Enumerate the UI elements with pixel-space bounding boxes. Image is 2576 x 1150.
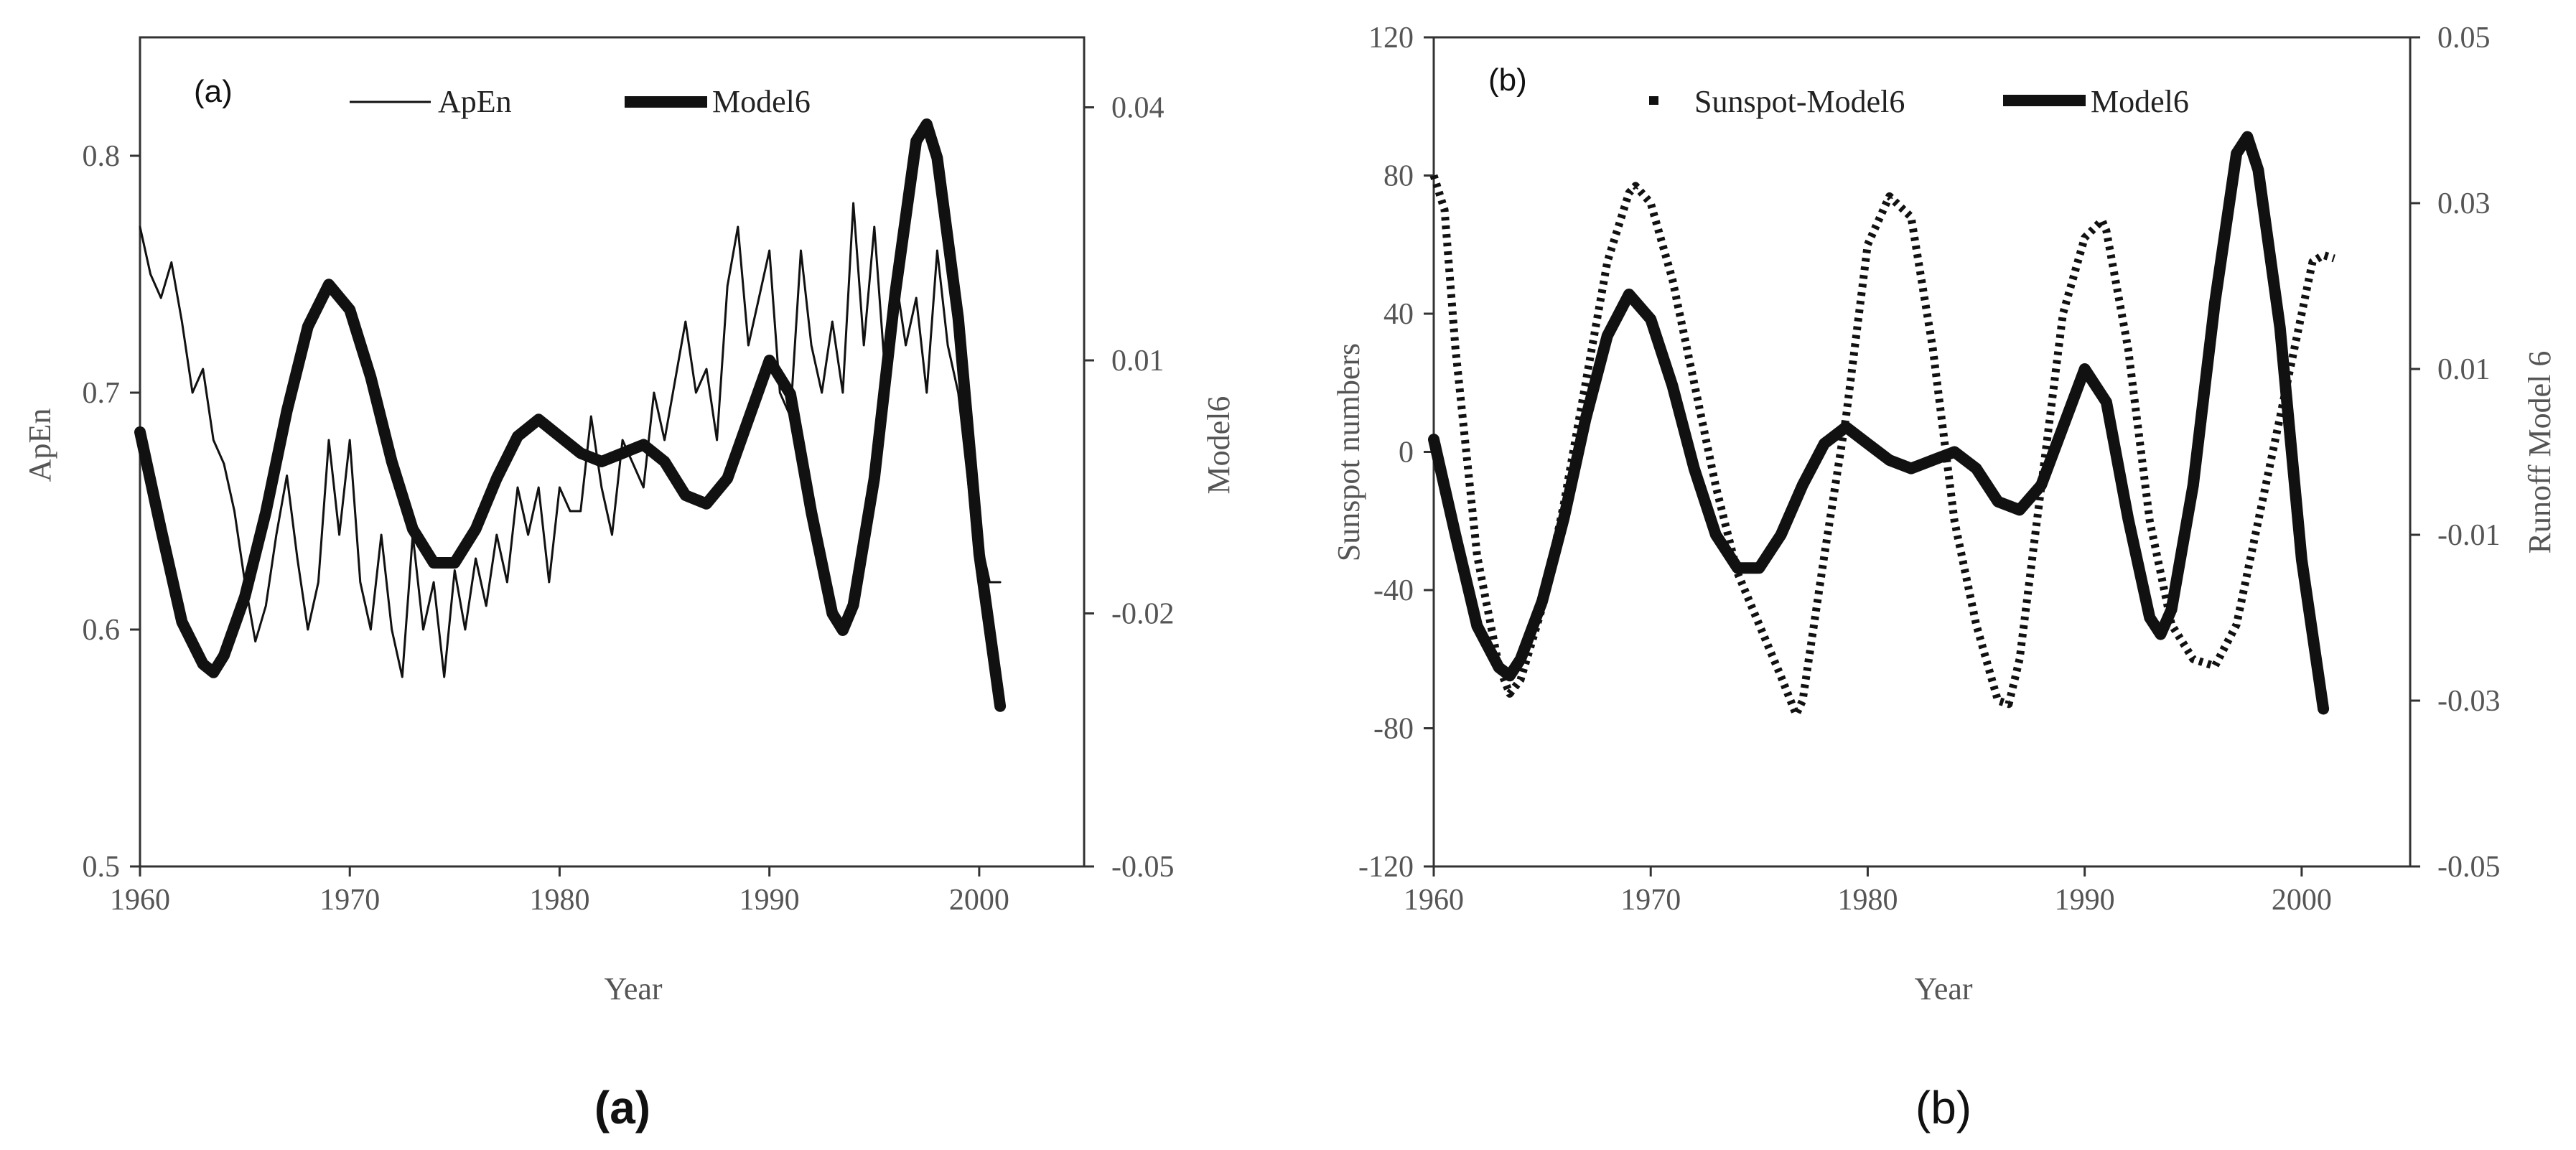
panel-b-caption: (b): [1915, 1082, 1971, 1133]
panel-b-xtick-label-4: 2000: [2272, 884, 2332, 917]
panel-b-ytick-label-6: 120: [1368, 22, 1414, 55]
panel-b-xtick-label-3: 1990: [2055, 884, 2115, 917]
panel-a-xtick-label-1: 1970: [319, 884, 380, 917]
panel-b-ytick-label-4: 40: [1383, 298, 1414, 331]
panel-a-ylabel: ApEn: [22, 408, 57, 482]
panel-a-series: [134, 118, 1007, 712]
panel-b-xtick-label-2: 1980: [1837, 884, 1898, 917]
panel-a-ytick-label-2: 0.7: [83, 377, 121, 410]
panel-a-xtick-label-0: 1960: [110, 884, 170, 917]
panel-b-label: (b): [1488, 62, 1527, 98]
panel-b-ytick-label-3: 0: [1399, 436, 1414, 469]
panel-a-axes: 1960 1970 1980 1990 2000 0.5 0.6 0.7 0.8 -0.05 -0.…: [83, 92, 1175, 917]
panel-a-y2tick-label-2: 0.01: [1111, 345, 1165, 378]
panel-a-xtick-label-2: 1980: [529, 884, 589, 917]
panel-b-series-sunspot-model6-line: [1429, 174, 2335, 719]
panel-a-ytick-label-3: 0.8: [83, 140, 121, 173]
panel-a-y2tick-label-1: -0.02: [1111, 598, 1175, 631]
panel-b-y2tick-label-0: -0.05: [2437, 851, 2501, 884]
panel-a-y2tick-label-3: 0.04: [1111, 92, 1165, 125]
panel-a-ytick-label-0: 0.5: [83, 851, 121, 884]
panel-a-caption: (a): [594, 1082, 650, 1133]
legend-model6b-label: Model6: [2091, 84, 2189, 119]
panel-a-y2label: Model6: [1201, 396, 1236, 495]
panel-b-xtick-label-0: 1960: [1404, 884, 1464, 917]
panel-b-ytick-label-0: -120: [1358, 851, 1414, 884]
panel-b-series: [1428, 131, 2335, 719]
panel-b-y2tick-label-5: 0.05: [2437, 22, 2491, 55]
legend-sunspot-label: Sunspot-Model6: [1694, 84, 1905, 119]
panel-b-y2tick-label-1: -0.03: [2437, 685, 2501, 718]
panel-a-xlabel: Year: [604, 971, 662, 1006]
panel-b-y2tick-label-2: -0.01: [2437, 519, 2501, 552]
panel-b-axes: 1960 1970 1980 1990 2000 -120 -80 -40 0 40 80 120 -0…: [1358, 22, 2501, 917]
panel-a-series-apen-line: [139, 202, 1002, 678]
panel-a-xtick-label-3: 1990: [739, 884, 800, 917]
panel-a-label: (a): [194, 74, 233, 109]
panel-a-legend: ApEn Model6: [350, 84, 811, 119]
panel-b-series-model6-line: [1428, 131, 2330, 715]
panel-b-y2tick-label-3: 0.01: [2437, 353, 2491, 386]
panel-a-ytick-label-1: 0.6: [83, 614, 121, 647]
legend-model6-label: Model6: [712, 84, 811, 119]
panel-b-ytick-label-5: 80: [1383, 160, 1414, 193]
panel-b-y2label: Runoff Model 6: [2522, 351, 2557, 554]
panel-b-ylabel: Sunspot numbers: [1331, 343, 1366, 561]
panel-b-xlabel: Year: [1914, 971, 1972, 1006]
panel-a-chart: 1960 1970 1980 1990 2000 0.5 0.6 0.7 0.8 -0.05 -0.…: [22, 36, 1236, 1133]
panel-b-chart: 1960 1970 1980 1990 2000 -120 -80 -40 0 40 80 120 -0…: [1331, 22, 2557, 1133]
panel-a-y2tick-label-0: -0.05: [1111, 851, 1175, 884]
panel-b-y2tick-label-4: 0.03: [2437, 187, 2491, 220]
legend-apen-label: ApEn: [438, 84, 512, 119]
panel-b-xtick-label-1: 1970: [1620, 884, 1681, 917]
panel-a-xtick-label-4: 2000: [949, 884, 1009, 917]
panel-b-ytick-label-2: -40: [1373, 574, 1414, 607]
panel-b-legend: Sunspot-Model6 Model6: [1649, 84, 2189, 119]
panel-a-series-model6-line: [134, 118, 1007, 712]
panel-b-ytick-label-1: -80: [1373, 713, 1414, 746]
